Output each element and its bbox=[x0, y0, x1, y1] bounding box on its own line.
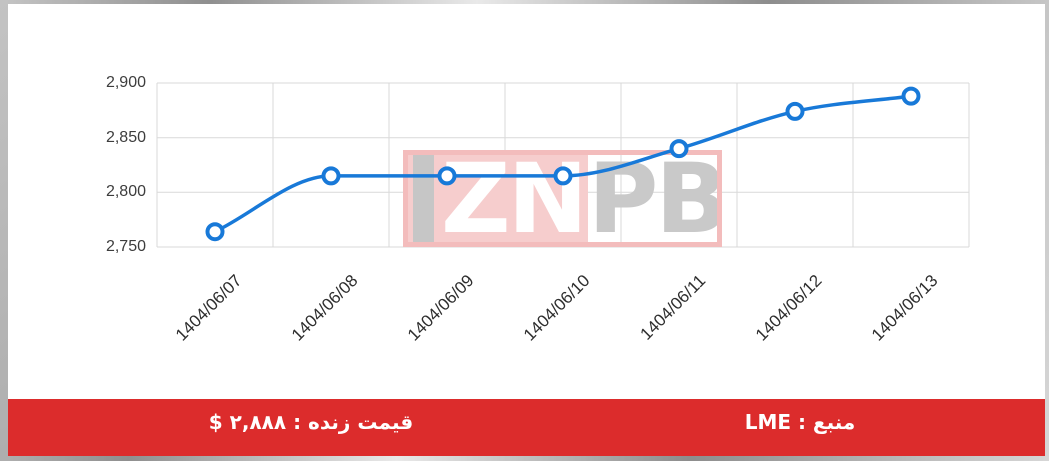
y-axis-label: 2,900 bbox=[105, 74, 146, 91]
source-label: منبع : LME bbox=[744, 410, 856, 434]
y-axis-label: 2,850 bbox=[105, 128, 146, 146]
data-point-marker-1[interactable] bbox=[321, 166, 341, 186]
data-point-marker-3[interactable] bbox=[553, 166, 573, 186]
data-point-marker-0[interactable] bbox=[205, 222, 225, 242]
price-line-series bbox=[213, 94, 913, 234]
y-axis-label: 2,750 bbox=[105, 238, 146, 255]
page-content: ZN PB 2,750 2,800 2,850 2,900 1404/06/07 140… bbox=[8, 4, 1045, 456]
chart-grid-layer bbox=[156, 82, 970, 248]
chart-series-layer bbox=[205, 86, 921, 242]
live-price-label: قیمت زنده : ۲,۸۸۸ $ bbox=[208, 410, 414, 434]
data-point-marker-6[interactable] bbox=[901, 86, 921, 106]
data-point-marker-2[interactable] bbox=[437, 166, 457, 186]
data-point-marker-4[interactable] bbox=[669, 139, 689, 159]
y-axis-label: 2,800 bbox=[105, 183, 146, 201]
data-point-marker-5[interactable] bbox=[785, 101, 805, 121]
price-chart: ZN PB 2,750 2,800 2,850 2,900 1404/06/07 140… bbox=[8, 4, 1045, 456]
footer-bar: قیمت زنده : ۲,۸۸۸ $ منبع : LME bbox=[8, 399, 1045, 456]
